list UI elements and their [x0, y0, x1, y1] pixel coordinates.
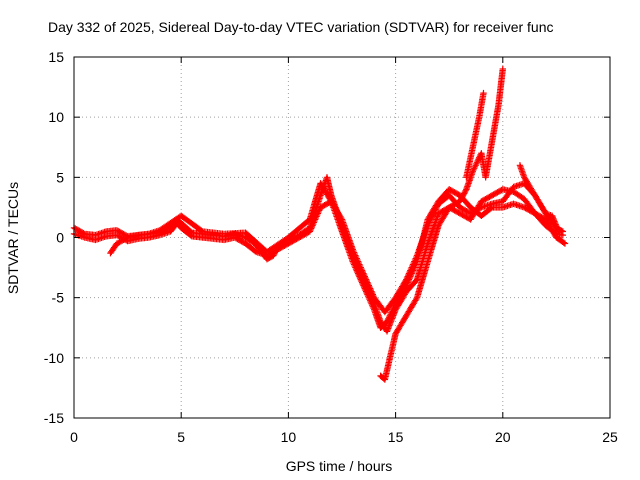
- x-tick-label: 10: [281, 429, 297, 445]
- chart-title: Day 332 of 2025, Sidereal Day-to-day VTE…: [48, 19, 554, 35]
- data-marks: [70, 65, 569, 383]
- x-axis-title: GPS time / hours: [286, 458, 393, 474]
- marker-path-track-e: [463, 89, 487, 181]
- x-tick-label: 20: [495, 429, 511, 445]
- y-tick-label: 5: [56, 169, 64, 185]
- x-tick-label: 0: [70, 429, 78, 445]
- y-tick-label: -5: [52, 290, 65, 306]
- y-tick-label: 0: [56, 230, 64, 246]
- x-tick-label: 25: [602, 429, 618, 445]
- axis-ticks: 0 5 10 15 20 25 -15 -10 -5 0 5 10 15: [44, 49, 618, 445]
- series-track-d: [377, 65, 506, 383]
- y-axis-title: SDTVAR / TECUs: [5, 182, 21, 294]
- y-tick-label: -15: [44, 410, 64, 426]
- marker-path-track-f: [516, 162, 562, 235]
- y-tick-label: 10: [48, 109, 64, 125]
- marker-path-track-d: [377, 65, 506, 383]
- y-tick-label: -10: [44, 350, 64, 366]
- y-tick-label: 15: [48, 49, 64, 65]
- x-tick-label: 15: [388, 429, 404, 445]
- series-track-f: [516, 162, 562, 235]
- series-track-e: [463, 89, 487, 181]
- x-tick-label: 5: [177, 429, 185, 445]
- series-track-c: [107, 180, 569, 331]
- marker-path-track-c: [107, 180, 569, 331]
